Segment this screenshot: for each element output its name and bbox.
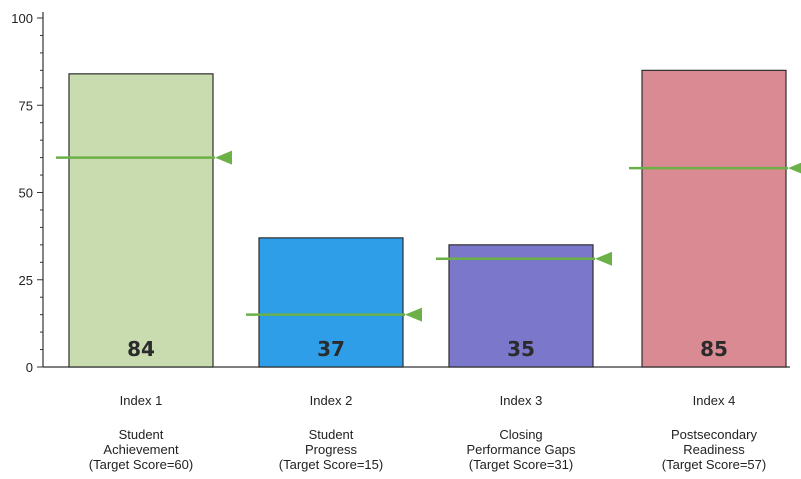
target-arrow-icon xyxy=(788,162,801,174)
category-description: Achievement xyxy=(103,442,179,457)
bar xyxy=(258,237,404,368)
target-marker xyxy=(246,307,422,322)
target-marker xyxy=(56,150,232,165)
target-marker xyxy=(436,251,612,266)
bar-value-label: 84 xyxy=(127,337,155,361)
bar-value-label: 85 xyxy=(700,337,728,361)
target-arrow-icon xyxy=(595,251,612,266)
category-description: (Target Score=57) xyxy=(662,457,766,472)
target-arrow-icon xyxy=(405,307,422,322)
category-label: Index 2 xyxy=(310,393,353,408)
category-label: Index 4 xyxy=(693,393,736,408)
category-description: (Target Score=60) xyxy=(89,457,193,472)
category-description: Progress xyxy=(305,442,358,457)
category-description: Readiness xyxy=(683,442,745,457)
category-description: Postsecondary xyxy=(671,427,757,442)
y-tick-label: 75 xyxy=(19,98,33,113)
category-description: Student xyxy=(119,427,164,442)
bar xyxy=(68,73,214,368)
category-label: Index 3 xyxy=(500,393,543,408)
y-tick-label: 0 xyxy=(26,360,33,375)
category-description: Performance Gaps xyxy=(466,442,576,457)
category-label: Index 1 xyxy=(120,393,163,408)
y-tick-label: 50 xyxy=(19,186,33,201)
bar xyxy=(641,69,787,368)
category-description: (Target Score=15) xyxy=(279,457,383,472)
y-tick-label: 100 xyxy=(11,11,33,26)
y-tick-label: 25 xyxy=(19,273,33,288)
bars: 84 37 35 85 xyxy=(68,69,787,368)
category-description: Student xyxy=(309,427,354,442)
target-arrow-icon xyxy=(215,150,232,165)
category-description: Closing xyxy=(499,427,542,442)
bar-value-label: 37 xyxy=(317,337,345,361)
category-description: (Target Score=31) xyxy=(469,457,573,472)
bar-value-label: 35 xyxy=(507,337,535,361)
target-markers xyxy=(56,150,801,322)
bar xyxy=(448,244,594,368)
target-marker xyxy=(629,162,801,174)
